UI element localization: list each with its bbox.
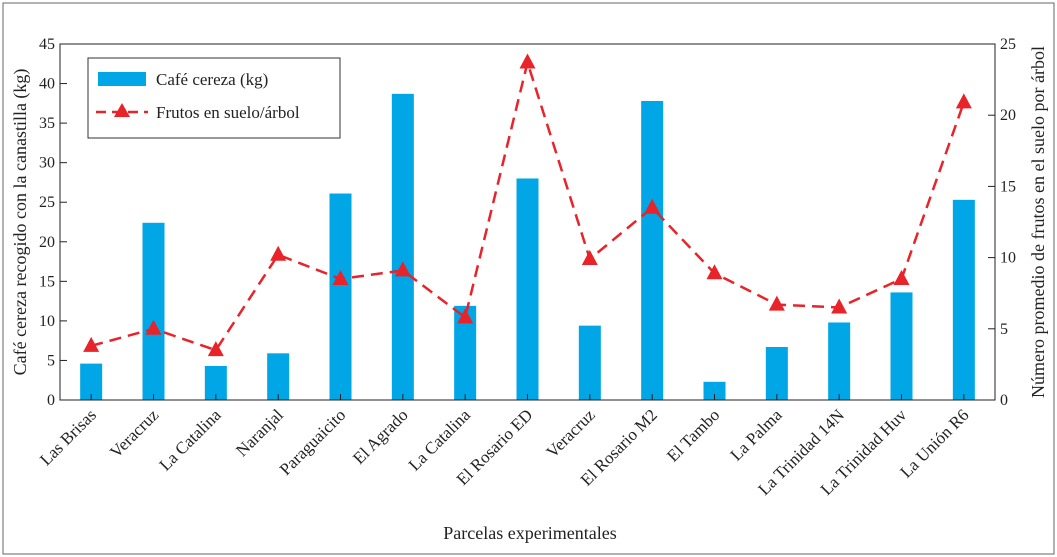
point-marker — [893, 269, 910, 285]
legend-triangle-marker — [114, 103, 130, 117]
category-label: Veracruz — [543, 405, 599, 461]
point-marker — [207, 341, 224, 357]
bar — [516, 178, 539, 400]
category-label: Paraguaicito — [276, 405, 350, 479]
bar — [329, 193, 352, 400]
bar — [391, 93, 414, 400]
y-tick-label: 25 — [39, 194, 55, 211]
y-tick-label: 15 — [39, 273, 55, 290]
bar — [80, 363, 103, 400]
bar — [703, 381, 726, 400]
category-label: Las Brisas — [36, 405, 100, 469]
y-tick-label: 10 — [39, 313, 55, 330]
point-marker — [581, 250, 598, 266]
bar — [267, 353, 290, 400]
y2-tick-label: 5 — [1000, 321, 1008, 338]
legend-bar-swatch — [98, 72, 146, 86]
bar — [142, 222, 165, 400]
y2-tick-label: 25 — [1000, 36, 1016, 53]
line-series — [83, 53, 972, 357]
bar — [641, 100, 664, 401]
bar — [454, 305, 477, 400]
y2-tick-label: 10 — [1000, 250, 1016, 267]
y-tick-label: 5 — [47, 352, 55, 369]
y-tick-label: 35 — [39, 115, 55, 132]
bar — [204, 365, 227, 400]
point-marker — [332, 269, 349, 285]
point-marker — [768, 295, 785, 311]
bar — [578, 325, 601, 400]
point-marker — [644, 198, 661, 214]
point-marker — [519, 53, 536, 69]
legend-label-line: Frutos en suelo/árbol — [156, 103, 300, 122]
point-marker — [83, 336, 100, 352]
category-label: Naranjal — [232, 405, 287, 460]
point-marker — [145, 319, 162, 335]
y-tick-label: 30 — [39, 155, 55, 172]
bar — [890, 292, 913, 400]
legend: Café cereza (kg) Frutos en suelo/árbol — [87, 57, 341, 139]
point-marker — [270, 245, 287, 261]
y2-axis-title: Número promedio de frutos en el suelo po… — [1028, 46, 1048, 398]
y-tick-label: 40 — [39, 76, 55, 93]
point-marker — [394, 261, 411, 277]
category-label: El Agrado — [349, 405, 412, 468]
legend-box — [87, 57, 341, 139]
point-marker — [831, 298, 848, 314]
bar — [765, 346, 788, 400]
y2-tick-label: 20 — [1000, 107, 1016, 124]
point-marker — [706, 264, 723, 280]
y-axis-title: Café cereza recogido con la canastilla (… — [10, 69, 31, 376]
y-tick-label: 45 — [39, 36, 55, 53]
point-marker — [457, 308, 474, 324]
bar — [952, 199, 975, 400]
y2-tick-label: 0 — [1000, 392, 1008, 409]
bar — [828, 322, 851, 400]
point-marker — [955, 93, 972, 109]
category-label: La Catalina — [155, 405, 224, 474]
y2-tick-label: 15 — [1000, 178, 1016, 195]
y-tick-label: 0 — [47, 392, 55, 409]
y-tick-label: 20 — [39, 234, 55, 251]
x-axis-title: Parcelas experimentales — [443, 523, 616, 543]
category-label: El Tambo — [663, 405, 723, 465]
category-label: La Palma — [726, 405, 785, 464]
legend-label-bars: Café cereza (kg) — [156, 70, 268, 89]
axes: 0 5 10 15 20 25 30 35 40 45 0 5 10 15 20 25 — [39, 36, 1016, 409]
category-label: Veracruz — [106, 405, 162, 461]
bar-series — [80, 93, 975, 401]
